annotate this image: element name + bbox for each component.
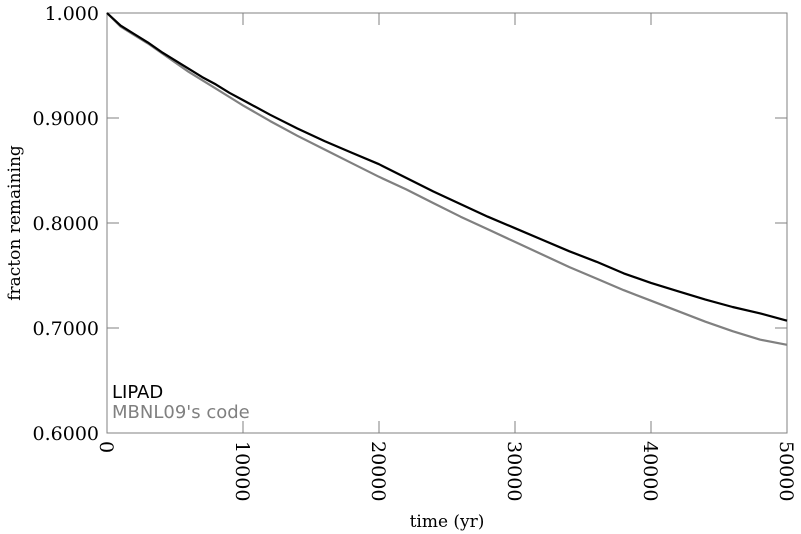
plot-frame <box>106 12 788 434</box>
legend: LIPAD MBNL09's code <box>112 382 250 423</box>
x-tick-label: 40000 <box>639 441 661 501</box>
y-tick-label: 0.9000 <box>33 108 99 130</box>
y-tick-label: 0.8000 <box>33 213 99 235</box>
x-tick-label: 30000 <box>503 441 525 501</box>
x-tick-label: 20000 <box>367 441 389 501</box>
series-line-lipad <box>106 12 788 322</box>
legend-entry-mbnl09: MBNL09's code <box>112 402 250 423</box>
series-lines <box>106 12 788 346</box>
y-tick-label: 1.000 <box>45 3 99 25</box>
legend-entry-lipad: LIPAD <box>112 382 163 403</box>
x-tick-label: 0 <box>95 441 117 453</box>
x-tick-label: 10000 <box>231 441 253 501</box>
plot-area <box>106 12 788 434</box>
y-tick-label: 0.6000 <box>33 423 99 445</box>
y-axis-label: fracton remaining <box>5 145 25 301</box>
x-axis-label: time (yr) <box>410 512 485 532</box>
series-line-mbnl09-s-code <box>106 12 788 346</box>
y-tick-label: 0.7000 <box>33 318 99 340</box>
x-tick-label: 50000 <box>775 441 797 501</box>
